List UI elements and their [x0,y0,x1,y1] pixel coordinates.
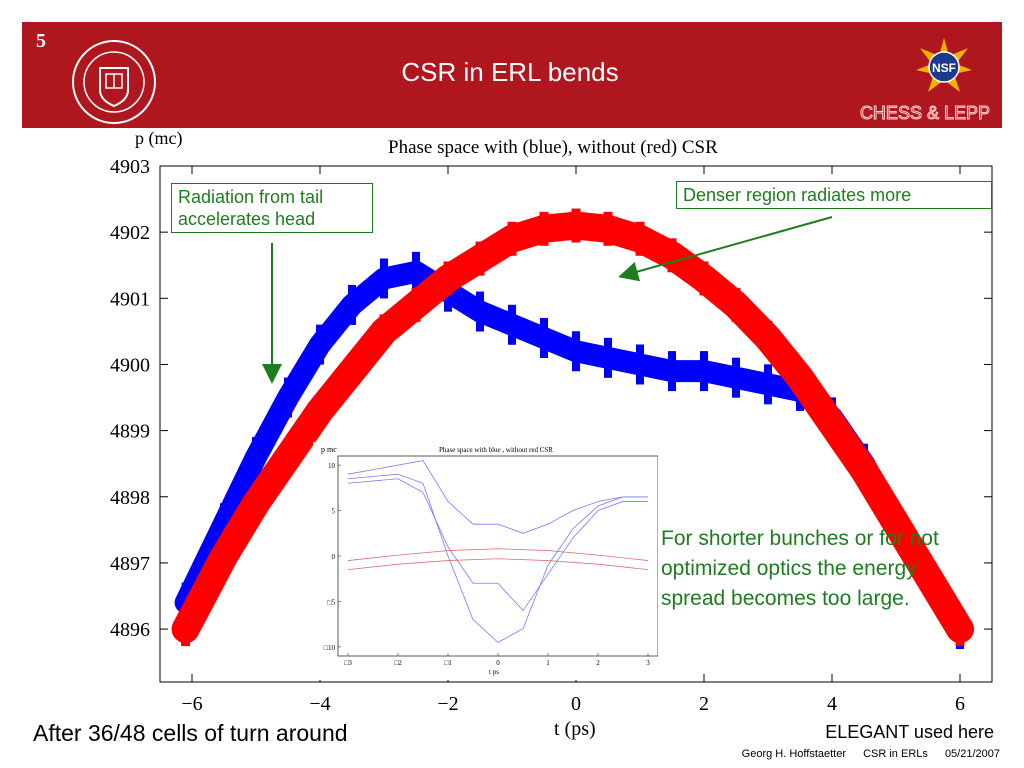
footer-date: 05/21/2007 [944,748,1000,760]
footer-author: Georg H. Hoffstaetter [741,748,847,760]
inset-series-line [347,548,649,561]
inset-y-tick-label: 10 [328,462,336,470]
y-axis-label: p (mc) [135,128,183,148]
caption-turnaround: After 36/48 cells of turn around [33,720,348,746]
inset-x-tick-label: 1 [546,659,550,667]
x-tick-label: 2 [699,693,709,715]
y-tick-label: 4898 [110,487,150,509]
inset-series-line [347,558,649,571]
slide-number: 5 [36,30,46,52]
inset-series-line [347,478,648,612]
header-bar [22,22,1002,128]
header-notch [22,128,94,134]
inset-x-tick-label: □2 [394,659,402,667]
inset-y-tick-label: □5 [327,598,335,606]
callout-tail-radiation: Radiation from tail accelerates head [171,183,373,233]
callout-arrow-right [618,216,833,282]
series-without-csr-band [171,211,974,644]
x-axis-label: t (ps) [554,718,596,740]
svg-text:NSF: NSF [932,61,956,75]
inset-series-line [347,473,648,643]
y-tick-label: 4903 [110,156,150,178]
affiliation-label: CHESS & LEPP [859,103,990,124]
inset-chart-title: Phase space with blue , without red CSR [439,446,553,454]
nsf-logo: NSF [916,38,972,92]
inset-y-tick-label: 0 [332,553,336,561]
x-tick-label: 0 [571,693,581,715]
inset-x-tick-label: 3 [646,659,650,667]
slide-title: CSR in ERL bends [401,57,619,87]
inset-x-tick-label: □1 [444,659,452,667]
y-tick-label: 4897 [110,553,150,575]
inset-x-axis-label: t ps [489,668,499,676]
inset-chart: p mc Phase space with blue , without red… [321,445,659,676]
energy-spread-note: For shorter bunches or for not optimized… [661,527,939,610]
inset-x-tick-label: □3 [344,659,352,667]
inset-series-line [347,460,648,534]
y-tick-label: 4901 [110,288,150,310]
inset-y-tick-label: 5 [332,508,336,516]
callout-denser-region: Denser region radiates more [676,181,992,209]
inset-chart-panel: p mc Phase space with blue , without red… [313,442,659,680]
y-tick-label: 4902 [110,222,150,244]
inset-y-tick-label: □10 [324,644,336,652]
x-tick-label: −2 [437,693,458,715]
chart-title: Phase space with (blue), without (red) C… [388,137,718,158]
footer: Georg H. Hoffstaetter CSR in ERLs 05/21/… [728,748,1000,760]
inset-x-tick-label: 0 [496,659,500,667]
caption-elegant: ELEGANT used here [825,722,994,742]
y-tick-label: 4896 [110,619,150,641]
x-tick-label: −4 [309,693,330,715]
inset-x-tick-label: 2 [596,659,600,667]
y-tick-label: 4900 [110,354,150,376]
x-tick-label: 6 [955,693,965,715]
x-tick-label: 4 [827,693,837,715]
footer-topic: CSR in ERLs [863,748,928,760]
cornell-seal [72,40,156,124]
series-without-csr [171,208,974,647]
y-tick-label: 4899 [110,421,150,443]
x-tick-label: −6 [181,693,202,715]
inset-y-axis-label: p mc [321,445,337,454]
